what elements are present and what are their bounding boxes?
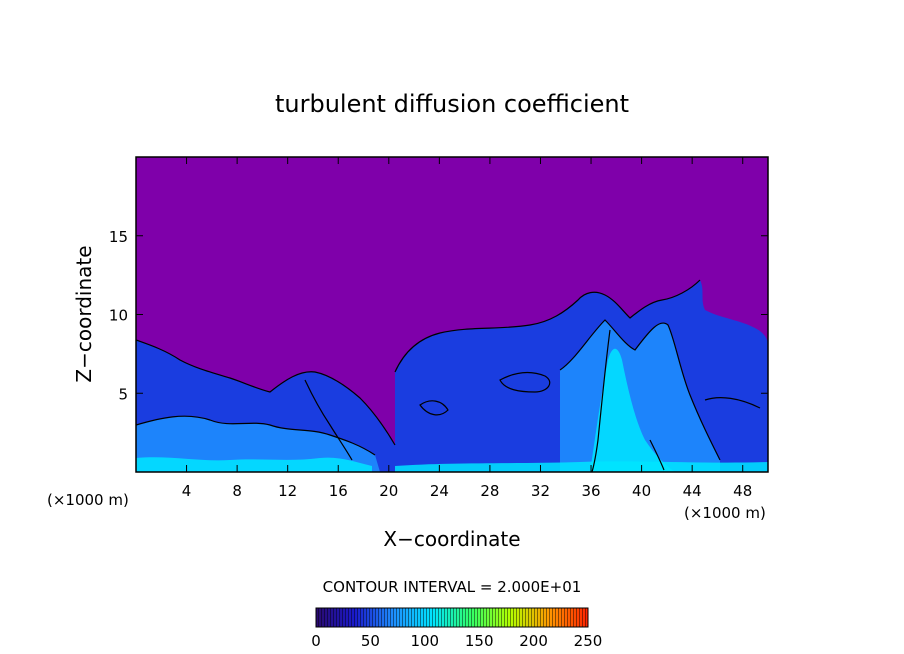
x-axis-title: X−coordinate <box>383 527 520 551</box>
left-layer-mid <box>136 416 380 472</box>
contour-line <box>649 439 665 471</box>
colorbar-tick-label: 0 <box>311 632 321 650</box>
y-tick-label: 10 <box>109 307 128 325</box>
colorbar-tick-label: 150 <box>465 632 494 650</box>
colorbar-tick-label: 100 <box>410 632 439 650</box>
x-unit-left: (×1000 m) <box>47 491 129 509</box>
contour-line <box>136 415 376 456</box>
x-tick-label: 28 <box>480 482 499 500</box>
x-unit-right: (×1000 m) <box>684 504 766 522</box>
colorbar: 0 50 100 150 200 250 <box>311 607 602 650</box>
y-axis-title: Z−coordinate <box>72 245 96 382</box>
heatmap-field <box>136 279 768 472</box>
colorbar-tick-label: 250 <box>574 632 603 650</box>
x-tick-label: 4 <box>182 482 192 500</box>
contour-line <box>304 379 353 461</box>
colorbar-ticks: 0 50 100 150 200 250 <box>311 632 602 650</box>
chart-title: turbulent diffusion coefficient <box>275 90 629 118</box>
y-axis: 5 10 15 <box>109 228 768 403</box>
left-layer-bright <box>136 457 372 472</box>
x-tick-label: 40 <box>632 482 651 500</box>
contour-interval-label: CONTOUR INTERVAL = 2.000E+01 <box>323 578 582 596</box>
contour-line <box>559 319 721 461</box>
x-tick-label: 16 <box>329 482 348 500</box>
colorbar-tick-label: 50 <box>361 632 380 650</box>
contour-line <box>499 371 551 393</box>
plot-area <box>135 156 769 473</box>
colorbar-stripes <box>316 608 588 627</box>
contour-line <box>419 400 449 416</box>
x-tick-label: 36 <box>581 482 600 500</box>
surface-bright <box>395 461 768 472</box>
contour-line <box>591 329 611 472</box>
colorbar-frame <box>315 607 589 628</box>
x-tick-label: 48 <box>733 482 752 500</box>
x-tick-label: 8 <box>232 482 242 500</box>
x-tick-label: 44 <box>683 482 702 500</box>
x-tick-label: 24 <box>430 482 449 500</box>
x-tick-label: 32 <box>531 482 550 500</box>
y-tick-label: 15 <box>109 228 128 246</box>
y-tick-label: 5 <box>118 385 128 403</box>
x-tick-label: 12 <box>278 482 297 500</box>
cloud-core-bright <box>590 348 675 472</box>
contour-line <box>394 279 701 373</box>
contour-line <box>704 397 761 409</box>
colorbar-tick-label: 200 <box>519 632 548 650</box>
contour-line <box>136 339 396 446</box>
x-axis: 4 8 12 16 20 24 28 32 36 40 44 48 <box>182 157 752 500</box>
x-tick-label: 20 <box>379 482 398 500</box>
